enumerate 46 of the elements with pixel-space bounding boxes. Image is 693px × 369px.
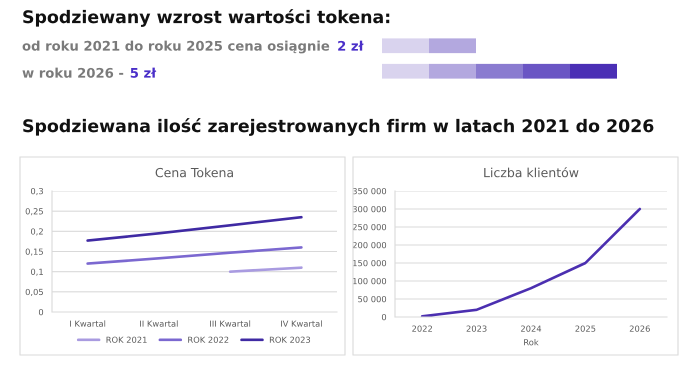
y-tick-label: 150 000 (353, 260, 386, 266)
x-tick-label: I Kwartal (70, 320, 106, 327)
y-tick-label: 100 000 (353, 278, 386, 284)
y-tick-label: 350 000 (352, 188, 386, 194)
line-series (86, 216, 303, 242)
chart-title: Cena Tokena (156, 168, 233, 178)
y-tick-label: 0,3 (30, 188, 43, 196)
x-tick-label: IV Kwartal (281, 320, 322, 327)
text: 5 zł (130, 68, 156, 78)
bar (382, 38, 429, 54)
bar (429, 64, 476, 79)
line-series (420, 208, 642, 317)
y-tick-label: 0 (382, 314, 386, 320)
y-tick-label: 300 000 (352, 206, 386, 212)
y-tick-label: 50 000 (358, 296, 386, 302)
bar (476, 64, 523, 79)
y-tick-label: 0,05 (26, 288, 43, 296)
y-tick-label: 0,25 (26, 208, 43, 216)
y-tick-label: 0,1 (30, 268, 43, 276)
text: Spodziewany wzrost wartości tokena: (23, 9, 390, 27)
chart-title: Liczba klientów (484, 167, 578, 178)
x-axis-title: Rok (524, 338, 539, 346)
y-tick-label: 200 000 (352, 242, 386, 248)
x-tick-label: III Kwartal (210, 320, 250, 327)
y-tick-label: 0,15 (26, 248, 43, 256)
line-series (86, 246, 303, 265)
text: od roku 2021 do roku 2025 cena osiągnie (22, 40, 330, 54)
x-tick-label: 2023 (466, 325, 487, 332)
legend-label: ROK 2021 (106, 336, 147, 343)
x-tick-label: 2024 (521, 325, 542, 332)
x-tick-label: 2026 (630, 325, 650, 332)
text: 2 zł (338, 40, 364, 51)
bar (429, 38, 476, 54)
bar (382, 64, 429, 79)
legend-label: ROK 2023 (270, 336, 310, 343)
y-tick-label: 250 000 (352, 224, 386, 230)
y-tick-label: 0 (38, 308, 44, 316)
legend-label: ROK 2022 (188, 336, 228, 343)
bar (523, 64, 570, 79)
text: Spodziewana ilość zarejestrowanych firm w latach 2021 do 2026 (23, 118, 654, 136)
y-tick-label: 0,2 (30, 228, 43, 236)
text: w roku 2026 - (22, 68, 124, 78)
x-tick-label: 2025 (575, 325, 596, 332)
bar (570, 64, 617, 79)
x-tick-label: 2022 (412, 325, 432, 332)
x-tick-label: II Kwartal (140, 320, 178, 327)
